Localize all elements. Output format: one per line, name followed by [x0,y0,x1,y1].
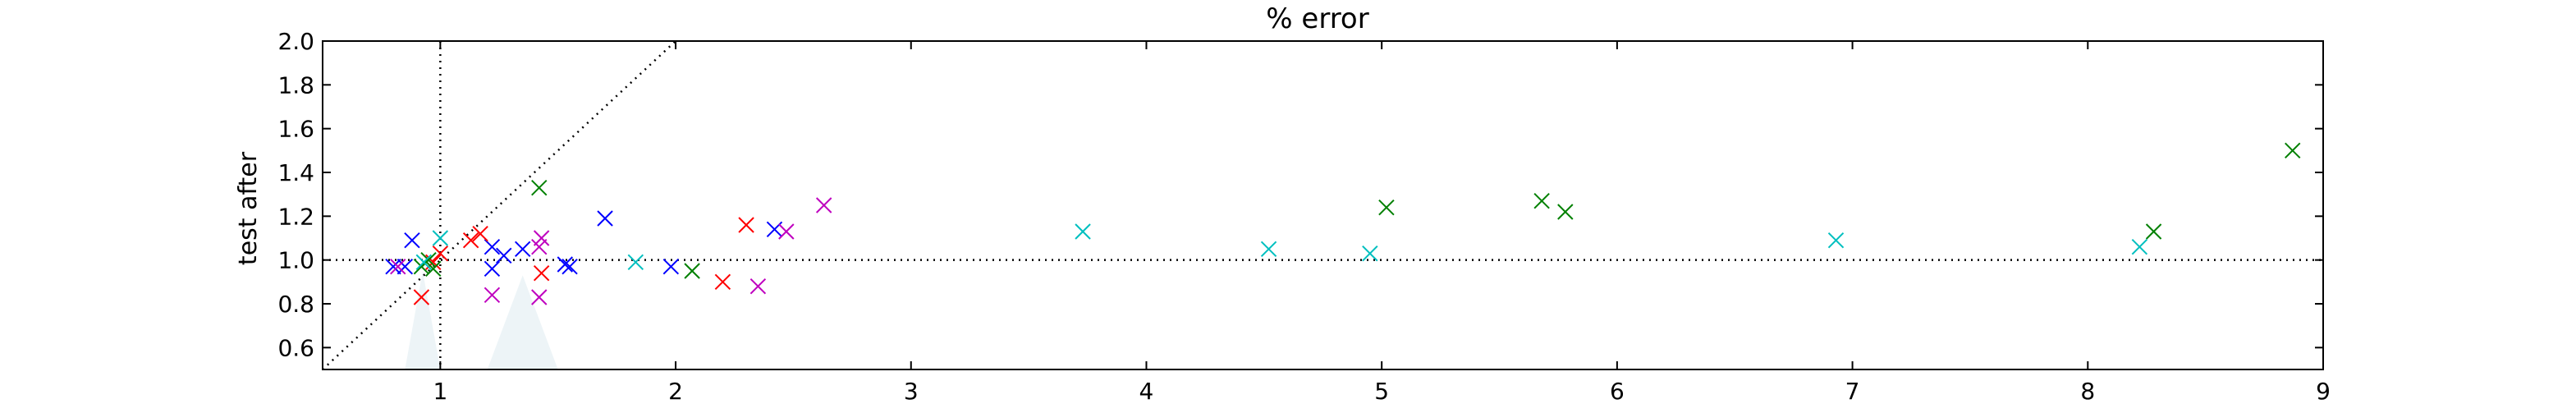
data-point-s3-7 [778,223,795,240]
data-point-s4-8 [1557,204,1574,220]
data-point-s2-7 [714,273,731,291]
data-point-s5-1 [415,254,432,271]
y-tick-label: 1.4 [277,159,314,186]
data-point-s5-3 [627,254,644,271]
x-tick-label: 5 [1374,378,1389,405]
data-point-s1-3 [404,232,420,249]
chart-title: % error [1266,2,1368,35]
y-tick-label: 1.0 [277,247,314,274]
data-point-s1-1 [385,258,401,275]
data-point-s4-4 [531,179,548,196]
data-point-s5-5 [1260,241,1277,258]
data-point-s1-4 [484,238,501,255]
y-tick-label: 0.8 [277,291,314,318]
y-tick-label: 1.8 [277,71,314,99]
shaded-region-2 [487,275,558,369]
data-point-s3-5 [533,230,550,246]
data-point-s1-9 [561,258,578,275]
y-axis-label: test after [234,151,263,265]
data-point-s5-2 [432,230,449,246]
y-tick-label: 1.6 [277,116,314,143]
x-tick-label: 9 [2316,378,2331,405]
data-point-s4-9 [2145,223,2162,240]
data-point-s3-6 [749,278,767,295]
data-point-s1-7 [514,241,531,258]
y-tick-label: 0.6 [277,334,314,361]
data-point-s1-2 [396,258,414,275]
x-tick-label: 7 [1845,378,1860,405]
data-point-s2-4 [462,232,479,249]
shaded-regions [405,271,558,369]
data-point-s3-2 [484,287,501,304]
x-axis: 1 2 3 4 5 6 7 8 9 [433,41,2331,405]
data-point-s2-6 [533,264,550,282]
y-tick-label: 2.0 [277,28,314,55]
data-point-s1-6 [496,247,512,264]
data-point-s4-3 [425,260,442,278]
data-point-s2-5 [472,225,488,242]
data-points [385,142,2301,305]
reference-lines [322,40,2323,370]
x-tick-label: 6 [1610,378,1625,405]
data-point-s4-2 [420,251,437,268]
data-point-s2-8 [738,217,754,233]
data-point-s2-1 [413,289,430,305]
data-point-s5-7 [1827,232,1845,249]
data-point-s2-3 [432,245,449,262]
data-point-s3-4 [531,238,548,255]
data-point-s3-3 [531,289,548,305]
x-tick-label: 8 [2080,378,2095,405]
data-point-s1-10 [597,210,613,227]
data-point-s1-8 [557,256,574,273]
data-point-s4-6 [1378,199,1395,216]
data-point-s4-7 [1533,192,1550,209]
diagonal-reference-line [322,40,676,370]
shaded-region-1 [405,271,441,369]
data-point-s4-10 [2285,142,2301,159]
y-axis: 0.6 0.8 1.0 1.2 1.4 1.6 1.8 2.0 [277,28,2323,361]
data-point-s3-1 [390,258,406,275]
x-tick-label: 2 [668,378,683,405]
plot-frame [322,40,2324,370]
x-tick-label: 3 [904,378,919,405]
data-point-s5-4 [1075,223,1091,240]
data-point-s5-6 [1362,245,1378,262]
data-point-s1-11 [662,258,680,275]
data-point-s4-5 [684,263,700,279]
y-tick-label: 1.2 [277,203,314,230]
x-tick-label: 4 [1139,378,1154,405]
data-point-s3-8 [815,197,832,213]
data-point-s5-8 [2131,238,2148,255]
data-point-s1-5 [484,260,501,278]
x-tick-label: 1 [433,378,447,405]
